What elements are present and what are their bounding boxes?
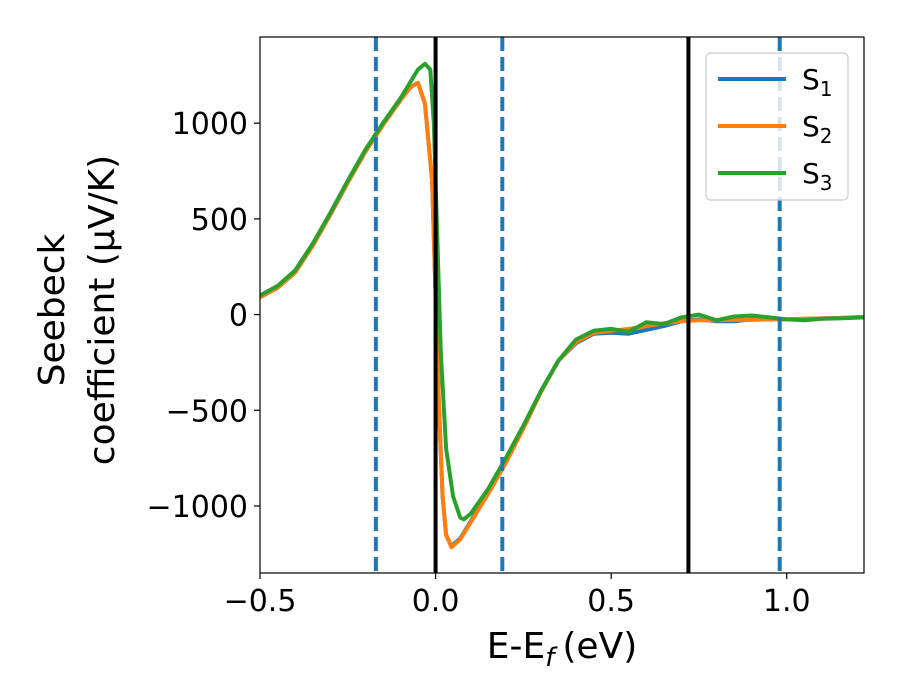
y-tick-label: 1000 xyxy=(172,107,248,142)
x-tick-label: 0.5 xyxy=(587,584,635,619)
y-axis-label-line2: coefficient (μV/K) xyxy=(82,155,123,465)
x-tick-label: 1.0 xyxy=(763,584,811,619)
y-tick-label: 500 xyxy=(191,203,248,238)
legend-label-main: S xyxy=(802,63,820,96)
y-tick-label: 0 xyxy=(229,299,248,334)
y-axis-label-line1: Seebeck xyxy=(32,233,73,386)
legend-label-sub: 3 xyxy=(820,171,833,195)
x-tick-label: −0.5 xyxy=(224,584,297,619)
x-axis-label: E-Ef (eV) xyxy=(487,626,638,673)
reference-lines xyxy=(373,37,782,573)
x-axis-label-unit: (eV) xyxy=(562,626,637,667)
legend-label-1: S1 xyxy=(802,63,833,101)
legend-label-main: S xyxy=(802,157,820,190)
legend-label-2: S2 xyxy=(802,110,833,148)
x-tick-label: 0.0 xyxy=(412,584,460,619)
series-lines xyxy=(260,61,864,550)
series-line-3 xyxy=(260,61,864,522)
legend-label-sub: 1 xyxy=(820,77,833,101)
legend-label-3: S3 xyxy=(802,157,833,195)
y-axis-label: Seebeck coefficient (μV/K) xyxy=(32,155,123,465)
axis-ticks: −0.5 0.0 0.5 1.0 −1000 −500 0 500 1000 xyxy=(147,107,811,619)
legend-label-sub: 2 xyxy=(820,124,833,148)
plot-frame xyxy=(259,36,865,574)
y-tick-label: −1000 xyxy=(147,490,248,525)
svg-text:E-Ef(eV): E-Ef (eV) xyxy=(487,626,638,673)
y-tick-label: −500 xyxy=(166,394,248,429)
legend-label-main: S xyxy=(802,110,820,143)
x-axis-label-sub: f xyxy=(545,643,558,673)
x-axis-label-main: E-E xyxy=(487,626,545,667)
